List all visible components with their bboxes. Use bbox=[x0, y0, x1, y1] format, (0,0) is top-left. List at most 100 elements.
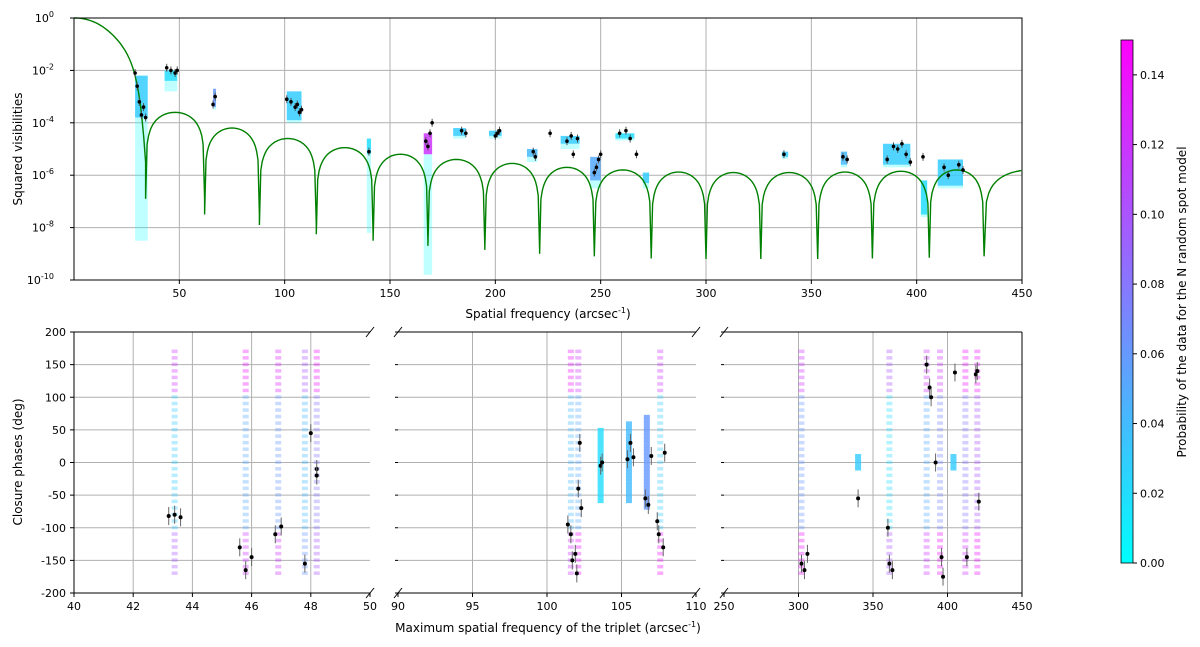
probability-cell bbox=[937, 473, 944, 478]
probability-cell bbox=[301, 480, 308, 484]
probability-cell bbox=[171, 486, 178, 491]
probability-cell bbox=[597, 431, 604, 435]
probability-cell bbox=[962, 427, 969, 432]
probability-cell bbox=[657, 369, 664, 373]
probability-cell bbox=[242, 506, 249, 510]
probability-cell bbox=[567, 564, 574, 569]
probability-cell bbox=[625, 453, 632, 458]
probability-cell bbox=[275, 467, 282, 471]
data-point bbox=[887, 561, 892, 566]
probability-cell bbox=[974, 571, 981, 575]
probability-cell bbox=[886, 532, 893, 536]
probability-cell bbox=[597, 437, 604, 442]
probability-cell bbox=[855, 457, 862, 461]
probability-cell bbox=[886, 434, 893, 438]
probability-cell bbox=[937, 349, 944, 354]
probability-cell bbox=[275, 564, 282, 569]
data-point bbox=[802, 568, 807, 573]
probability-cell bbox=[643, 463, 650, 468]
probability-cell bbox=[625, 499, 632, 504]
probability-cell bbox=[950, 467, 957, 471]
probability-cell bbox=[575, 512, 582, 517]
y-tick-label: -100 bbox=[41, 522, 66, 535]
probability-cell bbox=[886, 506, 893, 510]
data-band-tail bbox=[164, 80, 178, 92]
data-point bbox=[569, 134, 573, 138]
probability-cell bbox=[275, 493, 282, 497]
probability-cell bbox=[962, 375, 969, 380]
probability-cell bbox=[962, 564, 969, 569]
probability-cell bbox=[657, 571, 664, 575]
probability-cell bbox=[798, 519, 805, 523]
probability-cell bbox=[301, 401, 308, 406]
probability-cell bbox=[974, 486, 981, 491]
probability-cell bbox=[171, 473, 178, 478]
probability-cell bbox=[567, 427, 574, 432]
colorbar-gradient bbox=[1120, 39, 1134, 564]
x-tick-label: 150 bbox=[380, 287, 401, 300]
probability-cell bbox=[625, 421, 632, 425]
probability-cell bbox=[886, 440, 893, 445]
probability-cell bbox=[625, 489, 632, 494]
probability-cell bbox=[962, 447, 969, 451]
data-point bbox=[628, 440, 633, 445]
probability-cell bbox=[923, 440, 930, 445]
probability-cell bbox=[242, 434, 249, 438]
probability-cell bbox=[597, 483, 604, 487]
probability-cell bbox=[974, 467, 981, 471]
probability-cell bbox=[275, 499, 282, 504]
y-tick-label: 200 bbox=[45, 326, 66, 339]
colorbar-tick-label: 0.00 bbox=[1140, 557, 1165, 570]
probability-cell bbox=[886, 356, 893, 360]
data-point bbox=[662, 450, 667, 455]
x-tick-label: 250 bbox=[714, 600, 735, 613]
probability-cell bbox=[643, 476, 650, 481]
data-point bbox=[941, 574, 946, 579]
probability-cell bbox=[937, 356, 944, 360]
probability-cell bbox=[242, 545, 249, 549]
probability-cell bbox=[657, 356, 664, 360]
colorbar-tick-label: 0.10 bbox=[1140, 208, 1165, 221]
data-point bbox=[249, 555, 254, 560]
y-tick-label: -150 bbox=[41, 554, 66, 567]
probability-cell bbox=[567, 434, 574, 438]
probability-cell bbox=[301, 571, 308, 575]
probability-cell bbox=[962, 434, 969, 438]
data-point bbox=[577, 440, 582, 445]
probability-cell bbox=[597, 486, 604, 491]
probability-cell bbox=[567, 499, 574, 504]
probability-cell bbox=[657, 506, 664, 510]
probability-cell bbox=[275, 453, 282, 458]
x-tick-label: 46 bbox=[245, 600, 259, 613]
probability-cell bbox=[937, 480, 944, 484]
probability-cell bbox=[625, 427, 632, 432]
data-point bbox=[279, 524, 284, 529]
probability-cell bbox=[301, 460, 308, 464]
probability-cell bbox=[313, 440, 320, 445]
probability-cell bbox=[855, 453, 862, 458]
probability-cell bbox=[575, 382, 582, 386]
probability-cell bbox=[798, 499, 805, 504]
x-tick-label: 95 bbox=[466, 600, 480, 613]
probability-cell bbox=[567, 421, 574, 425]
probability-cell bbox=[798, 480, 805, 484]
probability-cell bbox=[313, 434, 320, 438]
data-band-tail bbox=[560, 143, 580, 149]
probability-cell bbox=[798, 512, 805, 517]
probability-cell bbox=[313, 349, 320, 354]
x-tick-label: 200 bbox=[485, 287, 506, 300]
probability-cell bbox=[798, 434, 805, 438]
probability-cell bbox=[275, 551, 282, 556]
probability-cell bbox=[923, 538, 930, 543]
probability-cell bbox=[275, 356, 282, 360]
probability-cell bbox=[313, 538, 320, 543]
probability-cell bbox=[171, 564, 178, 569]
data-point bbox=[900, 141, 904, 146]
x-tick-label: 450 bbox=[1012, 600, 1033, 613]
probability-cell bbox=[937, 362, 944, 367]
data-point bbox=[143, 115, 148, 120]
probability-cell bbox=[937, 538, 944, 543]
y-tick-label: 150 bbox=[45, 359, 66, 372]
probability-cell bbox=[575, 473, 582, 478]
data-point bbox=[297, 110, 302, 115]
